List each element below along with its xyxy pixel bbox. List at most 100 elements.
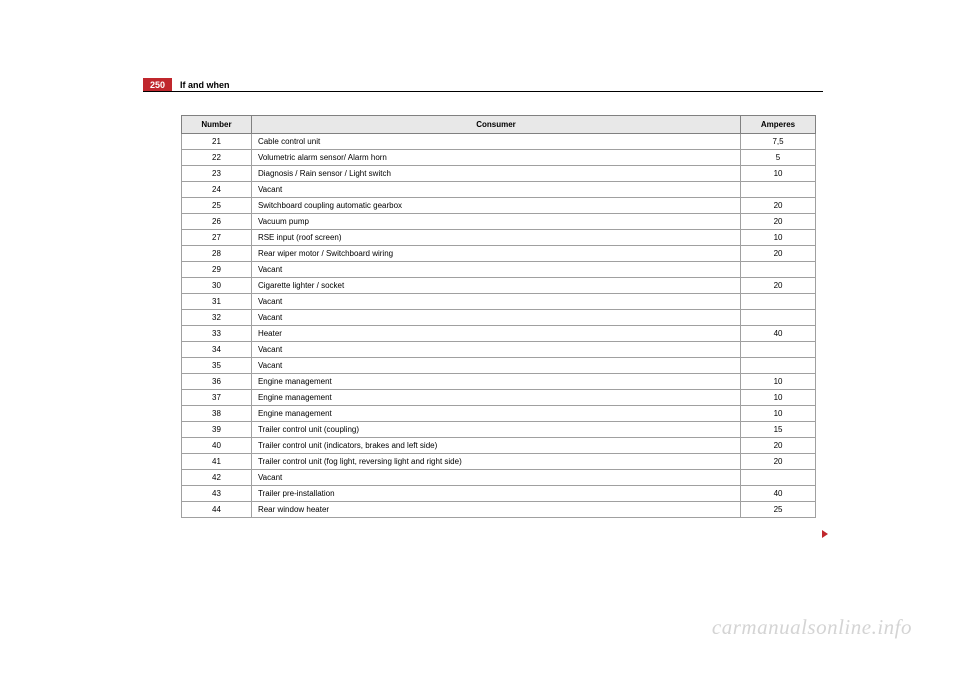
cell-consumer: Vacant [251, 342, 740, 358]
cell-consumer: Vacant [251, 294, 740, 310]
table-row: 28Rear wiper motor / Switchboard wiring2… [182, 246, 816, 262]
cell-amperes [741, 262, 816, 278]
table-row: 43Trailer pre-installation40 [182, 486, 816, 502]
table-row: 24Vacant [182, 182, 816, 198]
page-number-badge: 250 [143, 78, 172, 92]
section-title: If and when [180, 80, 230, 90]
cell-amperes: 20 [741, 214, 816, 230]
table-row: 34Vacant [182, 342, 816, 358]
cell-consumer: Vacant [251, 182, 740, 198]
table-row: 22Volumetric alarm sensor/ Alarm horn5 [182, 150, 816, 166]
col-header-amperes: Amperes [741, 116, 816, 134]
cell-amperes: 10 [741, 390, 816, 406]
cell-number: 39 [182, 422, 252, 438]
table-row: 36Engine management10 [182, 374, 816, 390]
cell-consumer: Trailer control unit (indicators, brakes… [251, 438, 740, 454]
cell-number: 21 [182, 134, 252, 150]
table-row: 40Trailer control unit (indicators, brak… [182, 438, 816, 454]
cell-number: 42 [182, 470, 252, 486]
cell-amperes: 10 [741, 230, 816, 246]
fuse-table: Number Consumer Amperes 21Cable control … [181, 115, 816, 518]
cell-amperes [741, 470, 816, 486]
page-header: 250 If and when [143, 78, 230, 92]
cell-consumer: Engine management [251, 390, 740, 406]
cell-consumer: Vacuum pump [251, 214, 740, 230]
cell-number: 40 [182, 438, 252, 454]
cell-amperes: 15 [741, 422, 816, 438]
cell-consumer: Vacant [251, 310, 740, 326]
cell-consumer: Trailer control unit (coupling) [251, 422, 740, 438]
cell-amperes: 25 [741, 502, 816, 518]
cell-number: 22 [182, 150, 252, 166]
table-row: 35Vacant [182, 358, 816, 374]
cell-number: 27 [182, 230, 252, 246]
cell-number: 28 [182, 246, 252, 262]
table-row: 32Vacant [182, 310, 816, 326]
cell-consumer: Engine management [251, 374, 740, 390]
cell-amperes: 40 [741, 486, 816, 502]
cell-amperes: 10 [741, 406, 816, 422]
cell-amperes: 40 [741, 326, 816, 342]
header-underline [143, 91, 823, 92]
table-row: 31Vacant [182, 294, 816, 310]
cell-consumer: Trailer control unit (fog light, reversi… [251, 454, 740, 470]
cell-consumer: Volumetric alarm sensor/ Alarm horn [251, 150, 740, 166]
col-header-consumer: Consumer [251, 116, 740, 134]
cell-amperes: 10 [741, 166, 816, 182]
cell-amperes: 5 [741, 150, 816, 166]
cell-number: 35 [182, 358, 252, 374]
cell-consumer: Trailer pre-installation [251, 486, 740, 502]
cell-number: 30 [182, 278, 252, 294]
cell-consumer: Heater [251, 326, 740, 342]
cell-number: 26 [182, 214, 252, 230]
cell-consumer: Cigarette lighter / socket [251, 278, 740, 294]
cell-number: 24 [182, 182, 252, 198]
table-row: 37Engine management10 [182, 390, 816, 406]
table-header-row: Number Consumer Amperes [182, 116, 816, 134]
cell-number: 34 [182, 342, 252, 358]
table-header: Number Consumer Amperes [182, 116, 816, 134]
cell-number: 44 [182, 502, 252, 518]
cell-number: 41 [182, 454, 252, 470]
cell-number: 25 [182, 198, 252, 214]
table-row: 21Cable control unit7,5 [182, 134, 816, 150]
cell-consumer: Engine management [251, 406, 740, 422]
cell-amperes: 20 [741, 454, 816, 470]
table-row: 41Trailer control unit (fog light, rever… [182, 454, 816, 470]
cell-number: 29 [182, 262, 252, 278]
table-row: 30Cigarette lighter / socket20 [182, 278, 816, 294]
col-header-number: Number [182, 116, 252, 134]
cell-consumer: RSE input (roof screen) [251, 230, 740, 246]
continuation-arrow-icon [822, 530, 828, 538]
cell-number: 23 [182, 166, 252, 182]
table-row: 39Trailer control unit (coupling)15 [182, 422, 816, 438]
cell-amperes [741, 342, 816, 358]
table-row: 42Vacant [182, 470, 816, 486]
table-row: 44Rear window heater25 [182, 502, 816, 518]
cell-amperes: 20 [741, 198, 816, 214]
cell-consumer: Rear wiper motor / Switchboard wiring [251, 246, 740, 262]
table-row: 26Vacuum pump20 [182, 214, 816, 230]
cell-number: 32 [182, 310, 252, 326]
cell-consumer: Cable control unit [251, 134, 740, 150]
cell-amperes [741, 358, 816, 374]
cell-consumer: Vacant [251, 358, 740, 374]
cell-amperes: 7,5 [741, 134, 816, 150]
table-row: 33Heater40 [182, 326, 816, 342]
cell-amperes: 20 [741, 278, 816, 294]
table-row: 29Vacant [182, 262, 816, 278]
cell-number: 31 [182, 294, 252, 310]
cell-consumer: Diagnosis / Rain sensor / Light switch [251, 166, 740, 182]
watermark-text: carmanualsonline.info [712, 615, 912, 640]
cell-number: 36 [182, 374, 252, 390]
table-row: 25Switchboard coupling automatic gearbox… [182, 198, 816, 214]
cell-consumer: Vacant [251, 470, 740, 486]
table-row: 23Diagnosis / Rain sensor / Light switch… [182, 166, 816, 182]
table-row: 27RSE input (roof screen)10 [182, 230, 816, 246]
table-body: 21Cable control unit7,522Volumetric alar… [182, 134, 816, 518]
cell-amperes: 20 [741, 438, 816, 454]
cell-number: 33 [182, 326, 252, 342]
cell-amperes [741, 310, 816, 326]
cell-number: 38 [182, 406, 252, 422]
table-row: 38Engine management10 [182, 406, 816, 422]
